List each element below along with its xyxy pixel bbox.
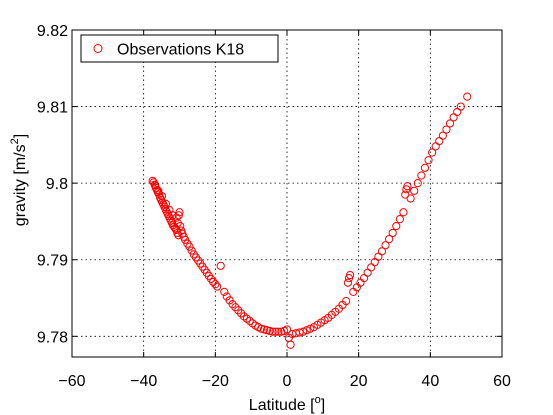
data-point	[282, 325, 292, 334]
axis-ticks: −60 −40 −20 0 20 40 60 9.78 9.79 9.8 9.81 9.82	[37, 23, 511, 390]
data-point	[377, 247, 387, 256]
x-axis-label: Latitude [o]	[249, 394, 325, 414]
data-point	[463, 92, 472, 101]
data-point	[381, 241, 390, 250]
legend: Observations K18	[80, 34, 279, 63]
data-point	[174, 231, 183, 240]
data-point	[299, 327, 308, 336]
x-tick-label: −20	[202, 373, 229, 390]
y-tick-label: 9.78	[37, 329, 68, 346]
data-point	[216, 261, 225, 270]
data-point	[345, 270, 355, 280]
data-point	[403, 182, 412, 191]
data-point	[342, 296, 351, 306]
data-point	[388, 228, 397, 238]
grid-lines	[72, 30, 502, 357]
data-point	[359, 274, 369, 283]
data-point	[349, 287, 358, 297]
data-points	[148, 92, 472, 349]
data-point	[420, 163, 430, 172]
data-point	[449, 113, 458, 122]
x-tick-label: 60	[493, 373, 511, 390]
data-point	[242, 314, 251, 323]
y-tick-label: 9.82	[37, 23, 68, 40]
data-point	[431, 142, 440, 151]
data-point	[363, 268, 372, 277]
data-point	[401, 190, 410, 199]
data-point	[231, 303, 240, 312]
data-point	[445, 119, 455, 128]
data-point	[428, 148, 437, 157]
data-point	[356, 278, 365, 287]
data-point	[245, 316, 254, 326]
legend-box	[80, 34, 279, 63]
y-tick-label: 9.81	[37, 100, 68, 117]
data-point	[413, 179, 422, 188]
data-point	[174, 211, 183, 220]
data-point	[213, 282, 222, 291]
data-point	[168, 211, 177, 220]
data-point	[306, 324, 315, 333]
legend-marker	[93, 44, 103, 53]
data-point	[220, 287, 229, 297]
data-point	[274, 327, 283, 336]
data-point	[385, 234, 394, 244]
data-point	[175, 208, 184, 217]
data-point	[271, 327, 280, 336]
data-point	[392, 221, 401, 231]
data-point	[374, 252, 383, 261]
data-point	[417, 171, 426, 180]
data-point	[410, 186, 419, 195]
data-point	[406, 194, 415, 203]
data-point	[161, 199, 170, 208]
data-point	[395, 215, 404, 224]
data-point	[286, 340, 295, 349]
legend-entry-label: Observations K18	[117, 42, 244, 59]
data-point	[352, 283, 361, 292]
data-point	[442, 125, 451, 134]
data-point	[248, 319, 257, 328]
data-point	[424, 156, 433, 165]
data-point	[237, 309, 246, 318]
data-point	[268, 327, 277, 336]
y-axis-label: gravity [m/s2]	[9, 134, 29, 226]
data-point	[302, 326, 311, 335]
y-tick-label: 9.8	[46, 176, 68, 193]
data-point	[456, 102, 465, 111]
data-point	[367, 263, 376, 272]
data-point	[176, 221, 185, 231]
x-tick-label: 20	[350, 373, 368, 390]
data-point	[157, 192, 167, 201]
data-point	[295, 328, 304, 337]
y-tick-label: 9.79	[37, 253, 68, 270]
data-point	[234, 306, 243, 315]
data-point	[239, 312, 249, 321]
data-point	[211, 280, 220, 289]
x-tick-label: −40	[130, 373, 157, 390]
data-point	[438, 131, 447, 140]
x-tick-label: 0	[283, 373, 292, 390]
data-point	[399, 208, 408, 217]
data-point	[435, 136, 444, 146]
x-tick-label: −60	[58, 373, 85, 390]
data-point	[453, 107, 462, 117]
data-point	[343, 278, 353, 287]
x-tick-label: 40	[421, 373, 439, 390]
